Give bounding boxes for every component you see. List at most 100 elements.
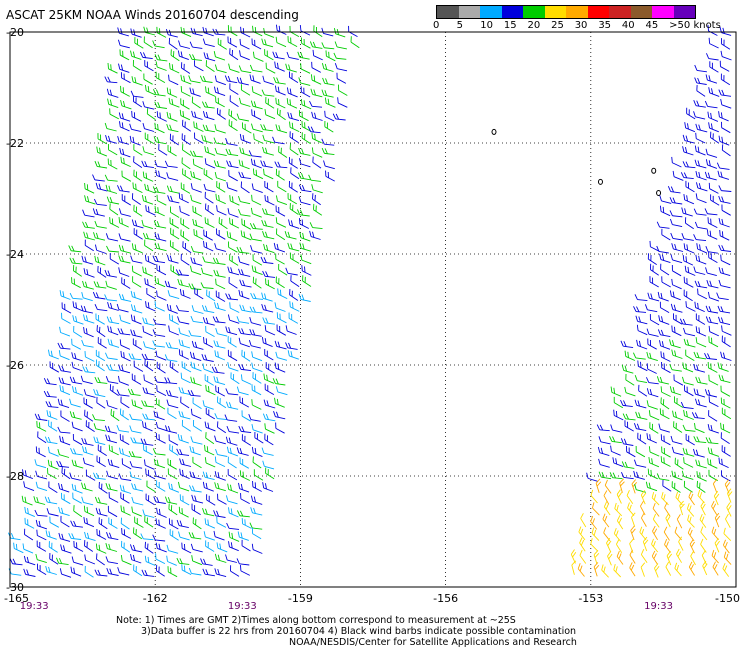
wind-barb — [660, 456, 671, 467]
colorbar-label: 10 — [480, 20, 493, 31]
wind-barb — [120, 350, 131, 362]
wind-barb — [22, 543, 34, 554]
wind-barb — [155, 398, 166, 410]
wind-barb — [145, 468, 156, 480]
wind-barb — [275, 195, 288, 206]
wind-barb — [307, 126, 321, 134]
wind-barb — [191, 110, 203, 120]
wind-barb — [252, 480, 262, 492]
wind-barb — [214, 147, 227, 157]
wind-barb — [684, 122, 696, 133]
wind-barb — [248, 150, 262, 158]
wind-barb — [154, 242, 167, 252]
wind-barb — [659, 205, 671, 217]
wind-barb — [202, 481, 214, 492]
wind-barb — [250, 245, 263, 254]
wind-barb — [321, 42, 335, 50]
wind-barb — [274, 161, 288, 169]
wind-barb — [613, 564, 622, 578]
wind-barb — [239, 279, 252, 288]
wind-barb — [178, 410, 191, 420]
wind-barb — [49, 553, 59, 565]
wind-barb — [635, 445, 646, 458]
time-label: 19:33 — [20, 601, 49, 612]
wind-barb — [667, 185, 681, 194]
wind-barb — [93, 436, 106, 446]
wind-barb — [603, 501, 611, 516]
wind-barb — [131, 265, 142, 277]
wind-barb — [194, 287, 204, 300]
note-line-2: 3)Data buffer is 22 hrs from 20160704 4)… — [141, 626, 577, 637]
wind-barb — [251, 543, 263, 554]
wind-barb — [35, 481, 48, 492]
wind-barb — [239, 133, 251, 144]
wind-barb — [708, 469, 718, 482]
wind-barb — [152, 40, 165, 49]
wind-barb — [72, 315, 84, 325]
wind-barb — [81, 496, 94, 506]
wind-barb — [637, 432, 647, 445]
wind-barb — [671, 481, 681, 493]
wind-barb — [58, 506, 70, 517]
wind-barb — [82, 366, 96, 374]
wind-barb — [685, 301, 696, 312]
wind-barb — [142, 325, 153, 337]
wind-barb — [718, 217, 730, 228]
wind-barb — [130, 90, 144, 98]
wind-barb — [720, 385, 731, 397]
wind-barb — [141, 194, 154, 205]
wind-barb — [688, 491, 695, 506]
wind-barb — [687, 527, 695, 542]
wind-barb — [225, 388, 239, 396]
wind-barb — [72, 264, 82, 277]
wind-barb — [213, 510, 226, 518]
wind-barb — [338, 84, 348, 96]
wind-barb — [322, 77, 335, 86]
wind-barb — [656, 245, 669, 254]
wind-barb — [274, 61, 285, 72]
wind-barb — [590, 515, 598, 530]
wind-barb — [127, 388, 141, 396]
wind-barb — [203, 52, 216, 62]
wind-barb — [678, 536, 684, 551]
wind-barb — [706, 229, 718, 240]
wind-barb — [309, 100, 323, 108]
wind-barb — [164, 160, 178, 168]
wind-barb — [59, 326, 71, 337]
wind-barb — [191, 555, 203, 566]
wind-barb — [204, 518, 216, 529]
wind-barb — [625, 374, 635, 386]
wind-barb — [202, 317, 215, 326]
wind-barb — [725, 513, 731, 529]
wind-barb — [348, 25, 358, 37]
wind-barb — [321, 89, 334, 98]
wind-barb — [251, 384, 262, 396]
wind-barb — [58, 483, 70, 493]
wind-barb — [251, 123, 263, 133]
wind-barb — [596, 424, 610, 432]
wind-barb — [206, 494, 216, 506]
wind-barb — [189, 351, 202, 362]
wind-barb — [722, 562, 730, 577]
wind-barb — [610, 386, 622, 397]
wind-barb — [215, 327, 228, 337]
colorbar-label: 20 — [527, 20, 541, 31]
wind-barb — [204, 158, 216, 169]
lon-tick-label: -162 — [143, 592, 168, 605]
wind-barb — [262, 413, 276, 422]
wind-barb — [241, 349, 251, 362]
wind-barb — [683, 327, 696, 337]
wind-barb — [181, 542, 192, 554]
wind-barb — [693, 448, 705, 458]
wind-barb — [143, 374, 154, 386]
wind-barb — [695, 170, 707, 181]
wind-barb — [251, 86, 263, 97]
wind-barb — [671, 325, 682, 337]
wind-barb — [289, 301, 300, 312]
wind-barb — [321, 147, 335, 156]
wind-barb — [646, 351, 658, 362]
wind-barb — [33, 496, 46, 505]
wind-barb — [192, 456, 202, 469]
wind-barb — [178, 349, 189, 360]
wind-barb — [261, 38, 274, 48]
